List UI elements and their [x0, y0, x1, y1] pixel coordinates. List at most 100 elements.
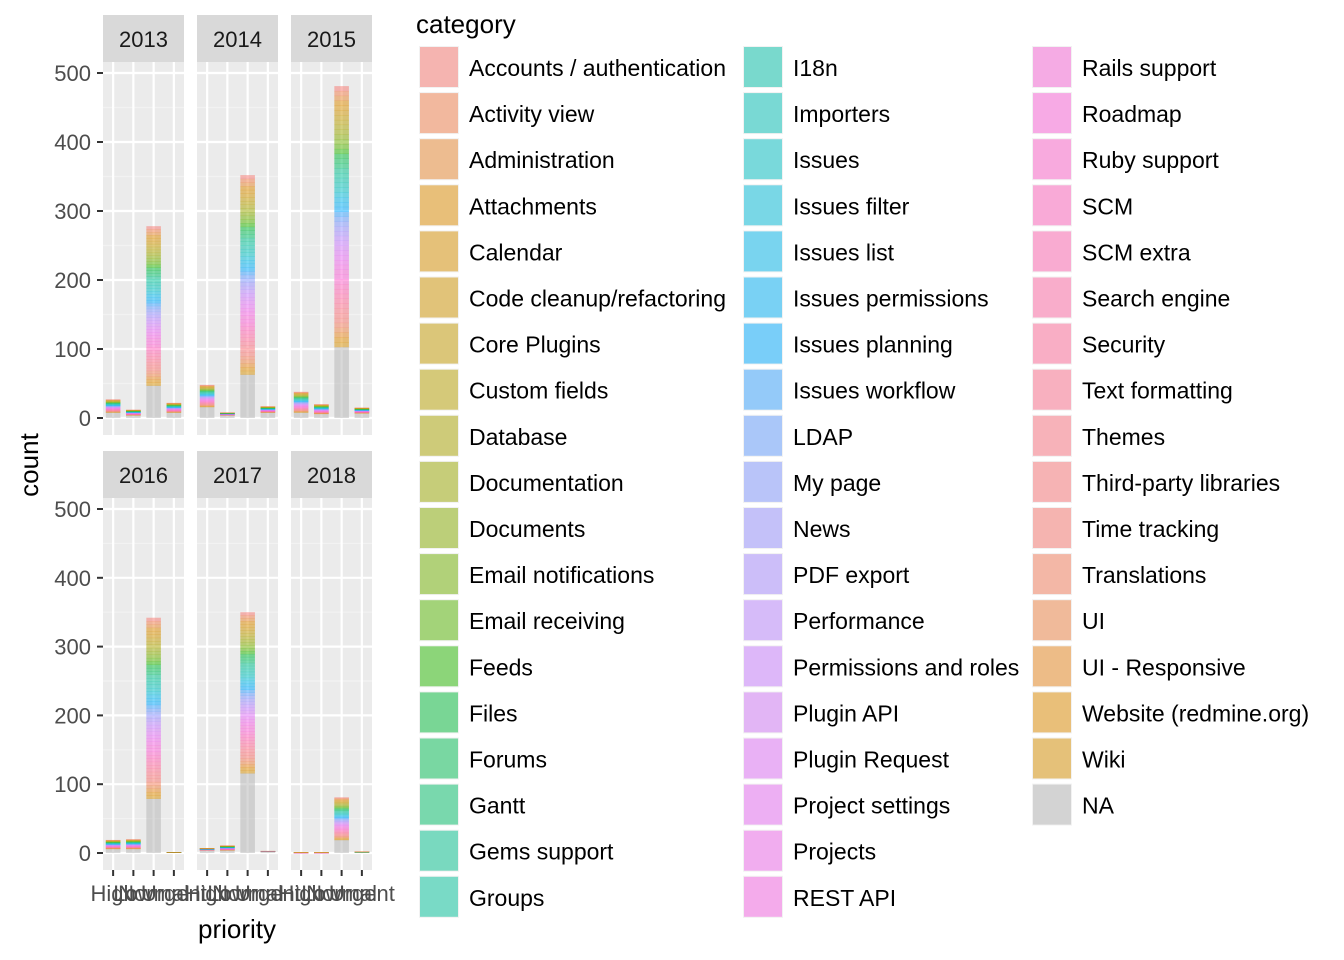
- bar-segment: [240, 692, 255, 696]
- bar-segment: [199, 387, 215, 389]
- legend-swatch: [744, 830, 782, 871]
- legend-item: Issues workflow: [743, 368, 956, 411]
- bar-segment: [199, 396, 215, 398]
- bar-segment: [293, 402, 309, 403]
- bar-segment: [240, 363, 255, 368]
- legend-label: My page: [793, 470, 881, 496]
- bar-segment: [240, 636, 255, 640]
- legend-item: Groups: [419, 875, 544, 918]
- bar-segment: [293, 398, 309, 400]
- legend-swatch: [420, 876, 458, 917]
- bar-segment: [240, 725, 255, 729]
- bar-segment: [146, 691, 161, 696]
- legend-swatch: [744, 508, 782, 548]
- bar-segment: [293, 410, 309, 412]
- bar-segment: [146, 651, 161, 655]
- bar-segment: [199, 391, 215, 392]
- legend-item: UI: [1032, 599, 1105, 642]
- bar-segment-na: [126, 848, 141, 853]
- bar-segment: [334, 139, 349, 145]
- bar-segment: [146, 294, 161, 298]
- legend-label: NA: [1082, 793, 1115, 819]
- bar-normal: [240, 175, 255, 418]
- bar-segment: [334, 221, 349, 227]
- bar-segment: [240, 315, 255, 320]
- x-tick-label: Low: [113, 881, 153, 906]
- bar-segment: [240, 219, 255, 224]
- bar-segment: [199, 400, 215, 402]
- bar-segment-na: [105, 848, 121, 853]
- x-axis-title: priority: [198, 914, 276, 944]
- bar-segment: [293, 410, 309, 412]
- bar-segment: [199, 389, 215, 391]
- bar-segment: [146, 775, 161, 779]
- bar-segment: [293, 391, 309, 393]
- legend-label: Files: [469, 700, 518, 726]
- bar-segment: [240, 615, 255, 619]
- bar-segment: [146, 688, 161, 692]
- bar-segment: [240, 282, 255, 287]
- bar-segment: [146, 671, 161, 675]
- bar-segment: [146, 694, 161, 699]
- bar-segment: [240, 767, 255, 771]
- bar-segment: [240, 223, 255, 228]
- bar-segment-na: [354, 413, 370, 418]
- legend-item: SCM: [1032, 184, 1133, 227]
- bar-low: [126, 839, 141, 853]
- legend-label: Third-party libraries: [1082, 470, 1280, 496]
- bar-segment: [334, 824, 349, 826]
- legend-label: Wiki: [1082, 747, 1125, 773]
- bar-segment: [293, 392, 309, 394]
- bar-segment: [334, 833, 349, 835]
- bar-segment: [293, 395, 309, 397]
- bar-segment: [293, 397, 309, 399]
- bar-segment: [293, 404, 309, 406]
- bar-segment: [240, 208, 255, 213]
- bar-segment: [334, 818, 349, 820]
- panel-background: [291, 498, 372, 870]
- legend-item: Importers: [743, 92, 890, 135]
- bar-segment: [334, 245, 349, 251]
- bar-segment: [199, 399, 215, 400]
- bar-segment: [146, 338, 161, 342]
- bar-segment: [199, 385, 215, 386]
- bar-segment: [199, 403, 215, 405]
- bar-segment: [334, 817, 349, 819]
- bar-segment: [334, 187, 349, 193]
- bar-segment: [334, 797, 349, 799]
- bar-segment: [240, 728, 255, 732]
- bar-segment: [146, 778, 161, 783]
- legend-swatch: [420, 461, 458, 502]
- legend-item: Documents: [419, 507, 585, 549]
- facet-panel-2018: 2018: [291, 451, 372, 870]
- legend-swatch: [1033, 415, 1071, 456]
- bar-segment: [146, 261, 161, 265]
- facet-strip-label: 2015: [307, 27, 356, 52]
- bar-segment: [240, 627, 255, 631]
- bar-urgent: [166, 402, 182, 418]
- x-tick-label: Urgent: [329, 881, 395, 906]
- legend-label: Performance: [793, 608, 925, 634]
- bar-segment: [240, 352, 255, 357]
- bar-segment: [334, 192, 349, 198]
- bar-segment: [199, 390, 215, 392]
- bar-segment: [334, 317, 349, 324]
- legend-item: Translations: [1032, 553, 1206, 596]
- bar-segment: [146, 711, 161, 716]
- bar-segment: [334, 812, 349, 814]
- legend-item: Attachments: [419, 184, 597, 227]
- bar-segment: [334, 202, 349, 208]
- bar-segment: [334, 119, 349, 126]
- legend-label: Calendar: [469, 239, 563, 265]
- bar-segment: [334, 206, 349, 212]
- bar-segment-na: [199, 850, 215, 853]
- legend-item: Issues list: [743, 230, 895, 273]
- bar-segment: [293, 394, 309, 396]
- bar-segment: [240, 367, 255, 372]
- bar-segment: [199, 386, 215, 388]
- facet-strip-label: 2017: [213, 463, 262, 488]
- bar-segment: [240, 770, 255, 774]
- bar-segment: [240, 716, 255, 720]
- facet-strip-label: 2016: [119, 463, 168, 488]
- bar-segment: [146, 282, 161, 286]
